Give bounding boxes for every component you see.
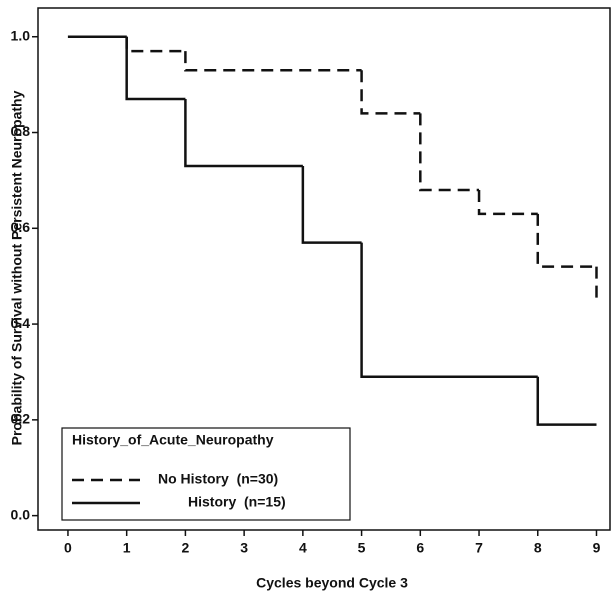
x-tick-label: 7 [475,540,483,556]
step-segment [184,98,303,168]
x-tick-label: 0 [64,540,72,556]
step-segment [184,51,362,72]
plot-frame [37,7,611,531]
step-segment [301,166,362,244]
step-segment [360,242,538,379]
step-segment [419,113,480,192]
legend-label: No History (n=30) [158,471,278,487]
y-tick-label: 0.4 [11,315,31,331]
x-tick-label: 5 [358,540,366,556]
step-segment [125,36,186,53]
y-tick-label: 0.8 [11,123,31,139]
x-tick-label: 9 [593,540,601,556]
step-segment [536,213,597,268]
step-segment [536,376,597,426]
legend-label: History (n=15) [188,494,286,510]
x-axis-label: Cycles beyond Cycle 3 [256,575,408,591]
y-tick-label: 0.0 [11,506,31,522]
x-tick-label: 6 [416,540,424,556]
step-segment [477,189,538,216]
step-segment [360,70,421,115]
y-tick-label: 1.0 [11,27,31,43]
y-axis-label: Probability of Survival without Persiste… [9,90,25,445]
x-tick-label: 2 [182,540,190,556]
step-segment [125,36,186,101]
legend-box [61,427,351,521]
x-tick-label: 4 [299,540,307,556]
y-tick-label: 0.6 [11,219,31,235]
x-tick-label: 3 [240,540,248,556]
legend-title: History_of_Acute_Neuropathy [72,432,274,448]
y-tick-label: 0.2 [11,411,31,427]
x-tick-label: 8 [534,540,542,556]
x-tick-label: 1 [123,540,131,556]
